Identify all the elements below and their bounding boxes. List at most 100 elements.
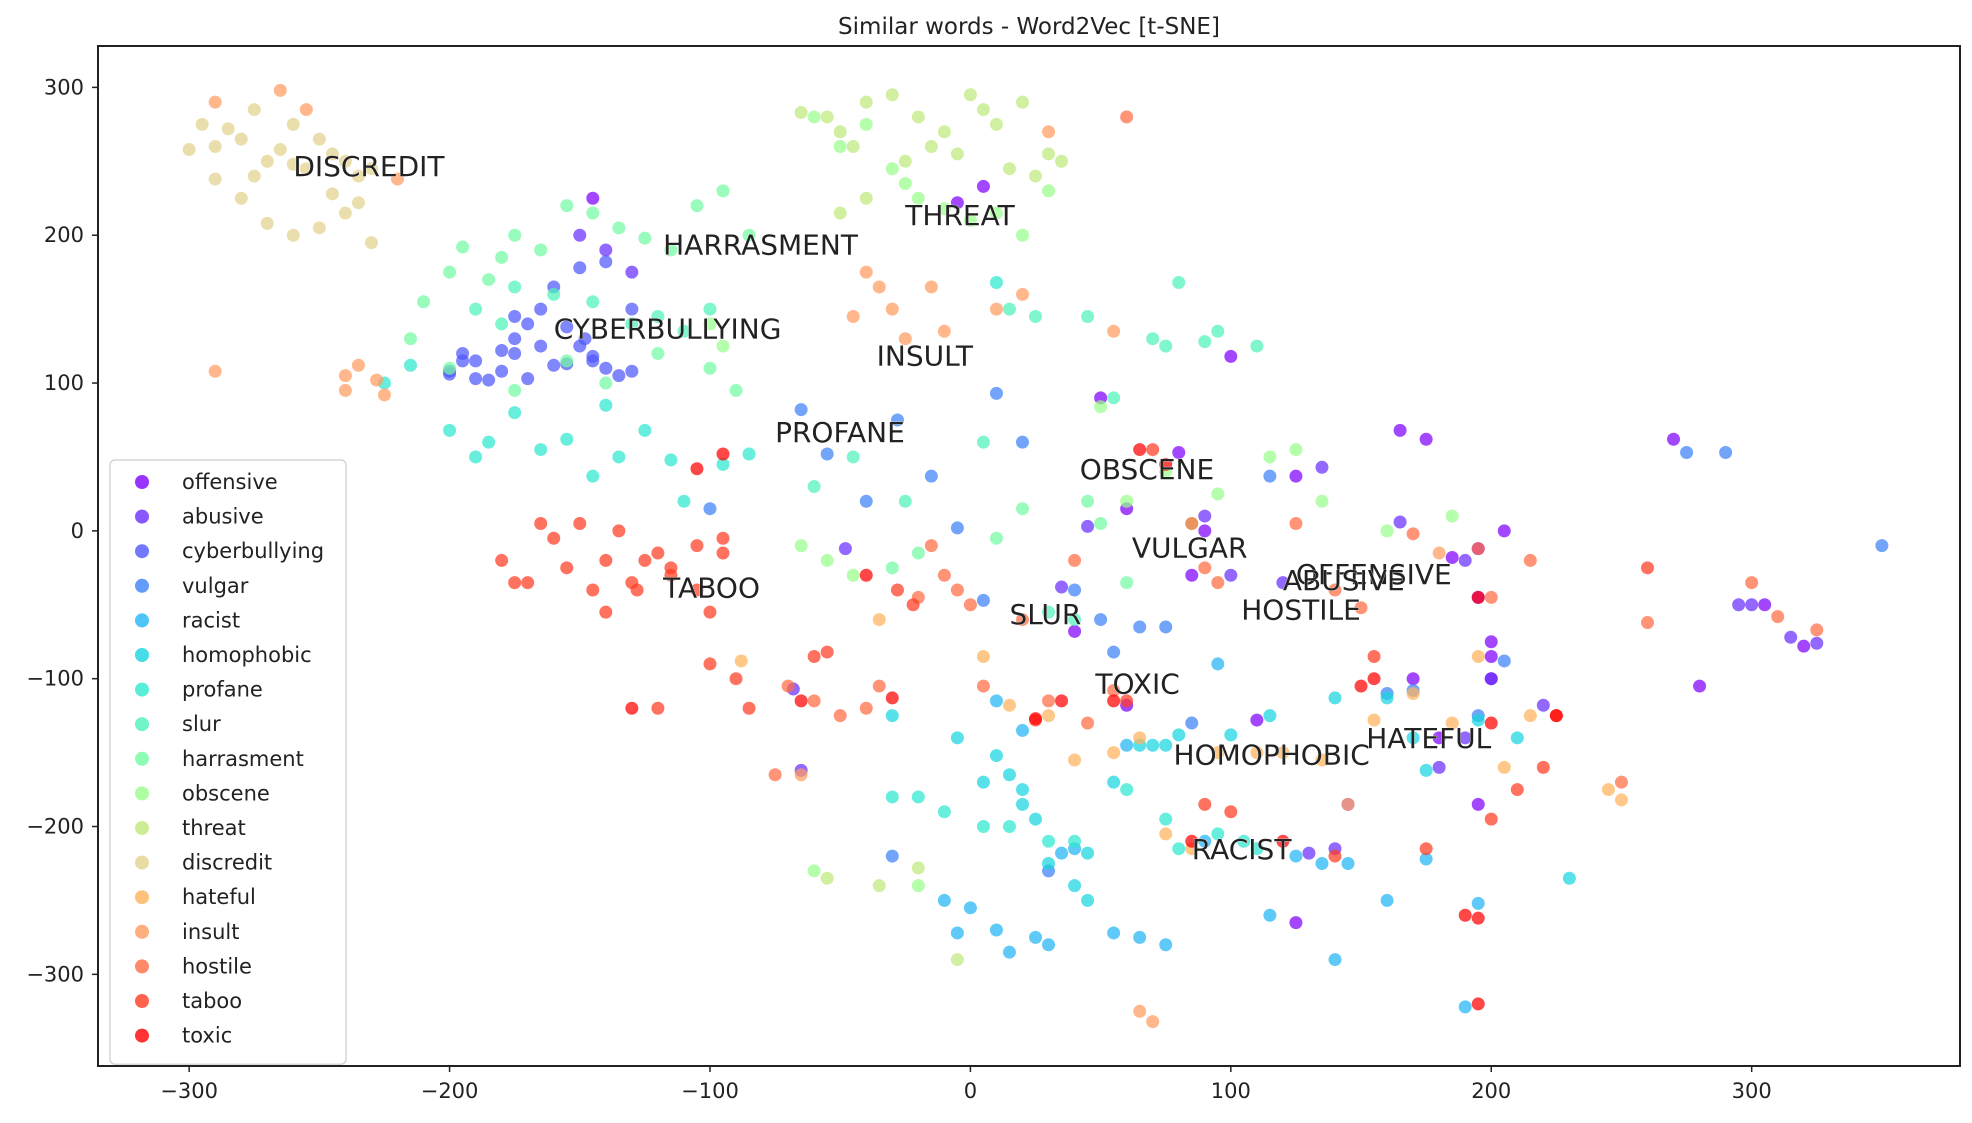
- cluster-label-harrasment: HARRASMENT: [663, 228, 859, 261]
- data-point: [794, 539, 808, 553]
- data-point: [976, 679, 990, 693]
- data-point: [898, 494, 912, 508]
- data-point: [390, 172, 404, 186]
- data-point: [1211, 324, 1225, 338]
- data-point: [976, 820, 990, 834]
- data-point: [1380, 691, 1394, 705]
- data-point: [703, 361, 717, 375]
- legend-marker: [135, 821, 149, 835]
- data-point: [794, 403, 808, 417]
- data-point: [1015, 783, 1029, 797]
- data-point: [573, 261, 587, 275]
- data-point: [976, 650, 990, 664]
- data-point: [1693, 679, 1707, 693]
- data-point: [885, 790, 899, 804]
- data-point: [1015, 797, 1029, 811]
- data-point: [1042, 694, 1056, 708]
- data-point: [1250, 842, 1264, 856]
- data-point: [1185, 716, 1199, 730]
- y-tick-label: −300: [26, 962, 84, 986]
- data-point: [989, 206, 1003, 220]
- data-point: [1185, 516, 1199, 530]
- data-point: [208, 140, 222, 154]
- data-point: [1211, 827, 1225, 841]
- data-point: [1015, 435, 1029, 449]
- data-point: [807, 694, 821, 708]
- data-point: [1120, 783, 1134, 797]
- data-point: [885, 849, 899, 863]
- data-point: [976, 103, 990, 117]
- data-point: [586, 354, 600, 368]
- data-point: [1159, 620, 1173, 634]
- legend-entry: profane: [182, 678, 263, 702]
- data-point: [560, 354, 574, 368]
- data-point: [586, 191, 600, 205]
- data-point: [1198, 561, 1212, 575]
- legend-marker: [135, 717, 149, 732]
- data-point: [651, 310, 665, 324]
- data-point: [1107, 775, 1121, 789]
- data-point: [351, 196, 365, 210]
- data-point: [859, 701, 873, 715]
- data-point: [1393, 515, 1407, 529]
- data-point: [1263, 469, 1277, 483]
- data-point: [807, 864, 821, 878]
- data-point: [573, 516, 587, 530]
- cluster-label-toxic: TOXIC: [1094, 667, 1179, 700]
- data-point: [1042, 125, 1056, 139]
- data-point: [1107, 746, 1121, 760]
- data-point: [794, 106, 808, 120]
- data-point: [273, 83, 287, 97]
- data-point: [742, 228, 756, 242]
- data-point: [950, 953, 964, 967]
- y-tick-label: 300: [44, 75, 84, 99]
- data-point: [1484, 812, 1498, 826]
- data-point: [872, 280, 886, 294]
- data-point: [404, 358, 418, 372]
- data-point: [547, 358, 561, 372]
- legend-marker: [135, 924, 149, 939]
- data-point: [906, 598, 920, 612]
- data-point: [1107, 694, 1121, 708]
- data-point: [989, 531, 1003, 545]
- data-point: [338, 206, 352, 220]
- data-point: [1458, 553, 1472, 567]
- data-point: [885, 302, 899, 316]
- data-point: [1042, 834, 1056, 848]
- legend-marker: [135, 959, 149, 974]
- data-point: [1276, 746, 1290, 760]
- y-tick-label: −200: [26, 815, 84, 839]
- data-point: [260, 154, 274, 168]
- data-point: [1185, 834, 1199, 848]
- data-point: [838, 542, 852, 556]
- data-point: [1875, 539, 1889, 553]
- data-point: [1471, 797, 1485, 811]
- data-point: [338, 383, 352, 397]
- data-point: [898, 154, 912, 168]
- data-point: [911, 879, 925, 893]
- data-point: [1367, 713, 1381, 727]
- data-point: [898, 332, 912, 346]
- legend-marker: [135, 855, 149, 870]
- data-point: [443, 361, 457, 375]
- data-point: [924, 539, 938, 553]
- data-point: [599, 605, 613, 619]
- legend-entry: abusive: [182, 505, 264, 529]
- data-point: [1042, 147, 1056, 161]
- data-point: [612, 450, 626, 464]
- data-point: [1146, 738, 1160, 752]
- data-point: [1341, 856, 1355, 870]
- data-point: [1146, 332, 1160, 346]
- data-point: [599, 376, 613, 390]
- legend-entry: toxic: [182, 1024, 232, 1048]
- legend-entry: harrasment: [182, 747, 304, 771]
- data-point: [911, 790, 925, 804]
- series-slur: [469, 276, 1264, 627]
- data-point: [859, 494, 873, 508]
- y-tick-label: 200: [44, 223, 84, 247]
- data-point: [989, 117, 1003, 131]
- data-point: [1289, 516, 1303, 530]
- data-point: [182, 142, 196, 156]
- legend-marker: [135, 613, 149, 628]
- legend-marker: [135, 890, 149, 905]
